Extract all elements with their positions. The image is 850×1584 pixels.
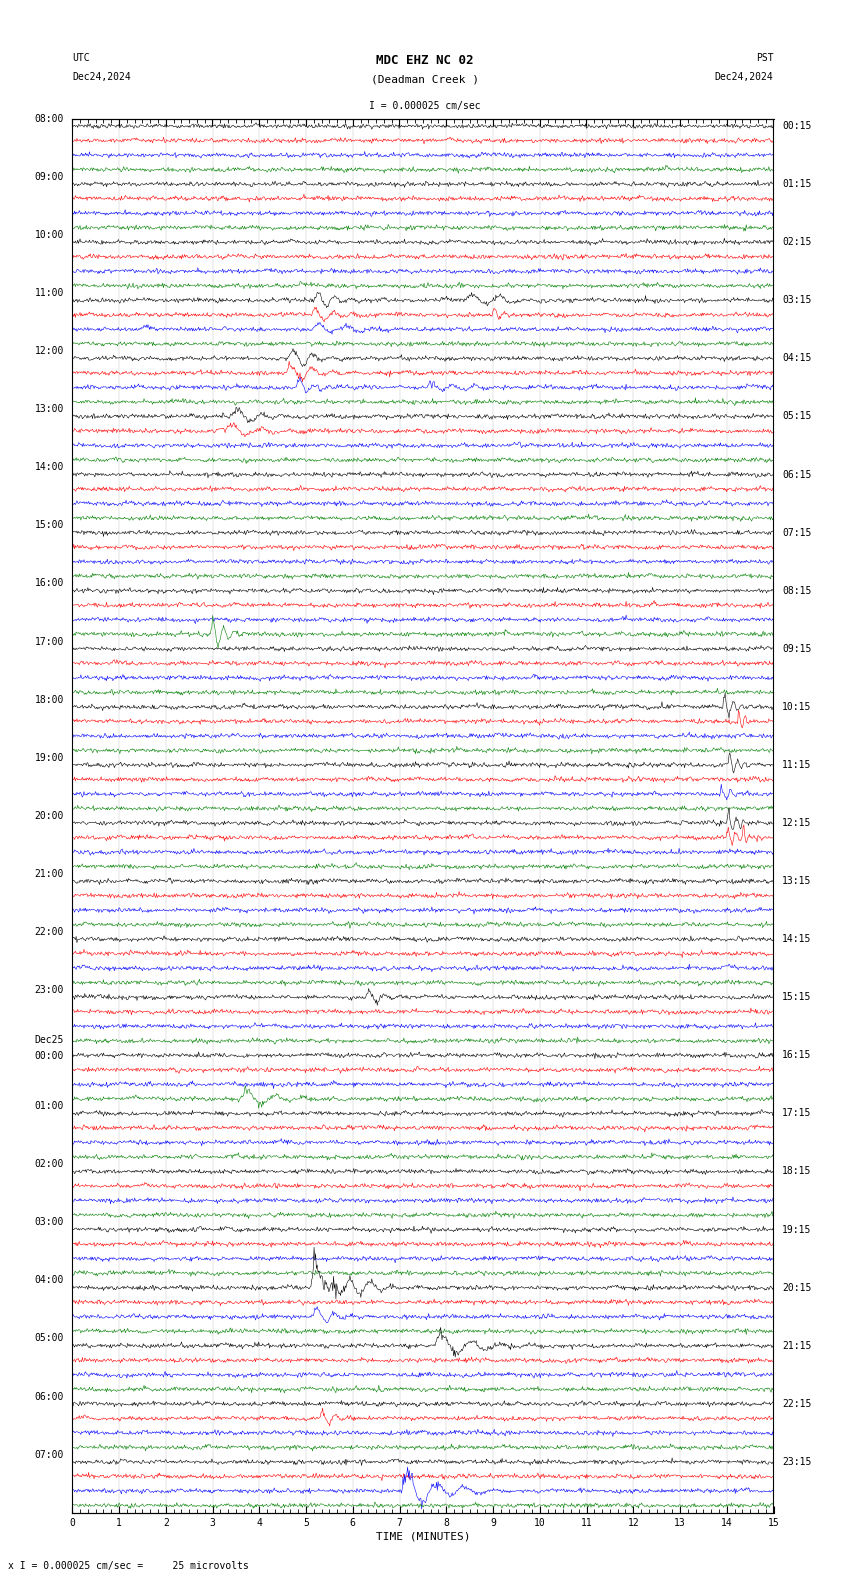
Text: 01:15: 01:15 [782,179,811,188]
Text: 02:15: 02:15 [782,238,811,247]
Text: 17:15: 17:15 [782,1109,811,1118]
Text: 16:00: 16:00 [35,578,64,588]
Text: 10:15: 10:15 [782,702,811,711]
Text: 00:00: 00:00 [35,1052,64,1061]
Text: 21:00: 21:00 [35,870,64,879]
Text: 11:00: 11:00 [35,288,64,298]
Text: PST: PST [756,54,774,63]
Text: 19:00: 19:00 [35,752,64,762]
Text: x I = 0.000025 cm/sec =     25 microvolts: x I = 0.000025 cm/sec = 25 microvolts [8,1562,249,1571]
Text: 05:15: 05:15 [782,412,811,421]
Text: 12:15: 12:15 [782,817,811,828]
Text: 03:15: 03:15 [782,295,811,306]
Text: 03:00: 03:00 [35,1218,64,1228]
Text: 18:15: 18:15 [782,1166,811,1177]
Text: 06:00: 06:00 [35,1392,64,1402]
Text: 12:00: 12:00 [35,347,64,356]
X-axis label: TIME (MINUTES): TIME (MINUTES) [376,1532,470,1541]
Text: 07:15: 07:15 [782,527,811,537]
Text: 06:15: 06:15 [782,469,811,480]
Text: MDC EHZ NC 02: MDC EHZ NC 02 [377,54,473,67]
Text: 14:15: 14:15 [782,935,811,944]
Text: 17:00: 17:00 [35,637,64,646]
Text: Dec24,2024: Dec24,2024 [715,73,774,82]
Text: 00:15: 00:15 [782,120,811,131]
Text: 02:00: 02:00 [35,1159,64,1169]
Text: 11:15: 11:15 [782,760,811,770]
Text: I = 0.000025 cm/sec: I = 0.000025 cm/sec [369,101,481,111]
Text: 07:00: 07:00 [35,1449,64,1459]
Text: 01:00: 01:00 [35,1101,64,1110]
Text: Dec25: Dec25 [35,1036,64,1045]
Text: 15:15: 15:15 [782,992,811,1003]
Text: 13:00: 13:00 [35,404,64,413]
Text: 13:15: 13:15 [782,876,811,885]
Text: 20:15: 20:15 [782,1283,811,1293]
Text: 16:15: 16:15 [782,1050,811,1060]
Text: 22:15: 22:15 [782,1399,811,1408]
Text: 04:15: 04:15 [782,353,811,363]
Text: Dec24,2024: Dec24,2024 [72,73,131,82]
Text: 10:00: 10:00 [35,230,64,239]
Text: 05:00: 05:00 [35,1334,64,1343]
Text: 09:00: 09:00 [35,173,64,182]
Text: 21:15: 21:15 [782,1340,811,1351]
Text: 14:00: 14:00 [35,463,64,472]
Text: UTC: UTC [72,54,90,63]
Text: 15:00: 15:00 [35,521,64,531]
Text: 22:00: 22:00 [35,927,64,936]
Text: 23:15: 23:15 [782,1457,811,1467]
Text: 18:00: 18:00 [35,695,64,705]
Text: 20:00: 20:00 [35,811,64,821]
Text: 19:15: 19:15 [782,1224,811,1234]
Text: 08:00: 08:00 [35,114,64,124]
Text: 08:15: 08:15 [782,586,811,596]
Text: 09:15: 09:15 [782,643,811,654]
Text: 04:00: 04:00 [35,1275,64,1285]
Text: (Deadman Creek ): (Deadman Creek ) [371,74,479,84]
Text: 23:00: 23:00 [35,985,64,995]
